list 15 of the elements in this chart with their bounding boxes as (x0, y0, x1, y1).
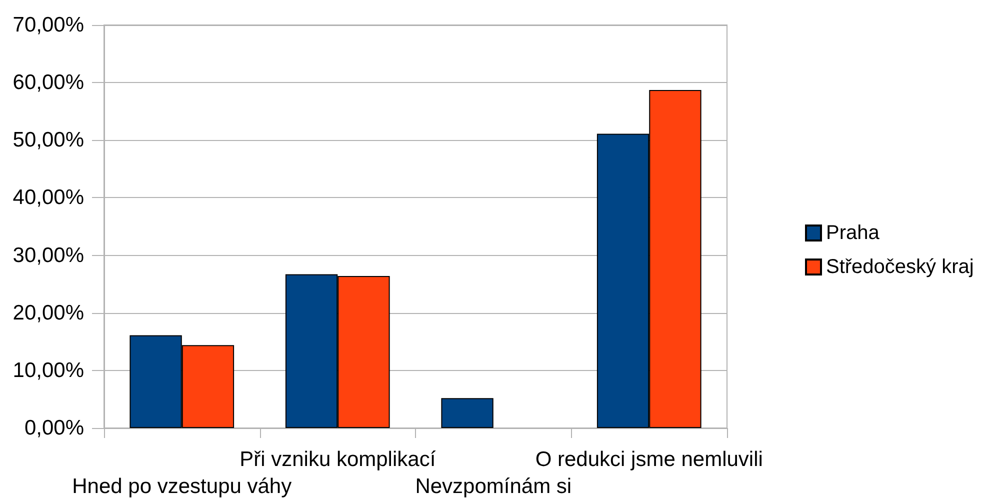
x-tick-label: Při vzniku komplikací (240, 448, 436, 471)
x-tick-label: Nevzpomínám si (415, 475, 572, 498)
y-tick-label: 0,00% (24, 416, 84, 440)
legend-label: Středočeský kraj (826, 256, 974, 278)
y-tick-label: 60,00% (12, 71, 84, 94)
legend-label: Praha (826, 222, 880, 244)
y-tick-label: 50,00% (12, 128, 84, 152)
y-tick-label: 30,00% (12, 244, 84, 267)
x-tick-label: Hned po vzestupu váhy (72, 475, 292, 498)
x-tick-label: O redukci jsme nemluvili (535, 448, 763, 471)
y-tick-label: 10,00% (12, 358, 84, 382)
y-tick-label: 70,00% (12, 14, 84, 36)
y-tick-label: 40,00% (12, 186, 84, 210)
y-tick-label: 20,00% (12, 301, 84, 324)
bar (441, 398, 494, 428)
